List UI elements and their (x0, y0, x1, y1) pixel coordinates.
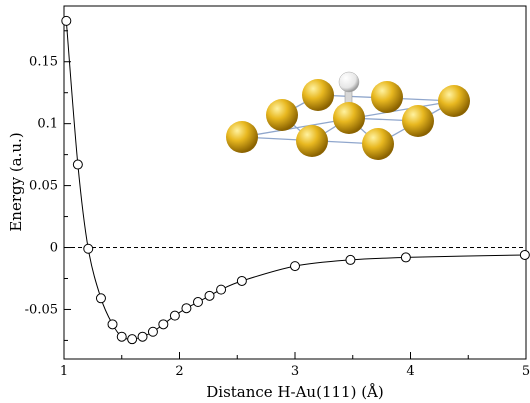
gold-atom (438, 85, 470, 117)
x-axis-ticks: 1 2 3 4 5 (60, 352, 530, 379)
y-axis-title: Energy (a.u.) (7, 132, 25, 231)
data-point (61, 15, 72, 26)
data-point (192, 297, 203, 308)
data-point (169, 310, 180, 321)
x-tick-label: 1 (60, 364, 68, 379)
data-point (519, 249, 530, 260)
hydrogen-atom (338, 71, 360, 93)
energy-series (61, 15, 530, 345)
gold-atom (302, 79, 334, 111)
data-point (290, 261, 300, 272)
data-point (158, 319, 169, 330)
x-tick-label: 2 (175, 364, 183, 379)
data-point (137, 331, 148, 342)
gold-atom (333, 102, 365, 134)
gold-atom (226, 121, 258, 153)
data-point (216, 284, 227, 295)
x-tick-label: 3 (291, 364, 299, 379)
gold-atom (371, 81, 403, 113)
y-tick-label: 0.05 (29, 179, 58, 194)
data-point (127, 334, 138, 345)
gold-atom (266, 99, 298, 131)
y-tick-label: -0.05 (25, 302, 58, 317)
data-point (204, 290, 215, 301)
data-point (147, 326, 158, 337)
series-line (65, 20, 525, 340)
data-point (116, 331, 127, 342)
gold-atom (362, 128, 394, 160)
data-point (236, 275, 247, 286)
data-point (83, 243, 94, 254)
gold-atom (296, 125, 328, 157)
hydrogen-on-gold-surface-icon (226, 71, 470, 160)
data-point (181, 303, 192, 314)
y-tick-label: 0.1 (37, 117, 58, 132)
data-point (107, 319, 118, 330)
plot-frame (63, 5, 527, 360)
data-point (95, 293, 106, 304)
y-tick-label: 0.15 (29, 55, 58, 70)
y-axis-ticks: -0.05 0 0.05 0.1 0.15 (25, 30, 71, 341)
gold-atom (402, 105, 434, 137)
x-tick-label: 4 (406, 364, 414, 379)
y-tick-label: 0 (50, 241, 58, 256)
data-point (400, 252, 411, 263)
x-tick-label: 5 (522, 364, 530, 379)
data-point (72, 159, 83, 170)
x-axis-title: Distance H-Au(111) (Å) (206, 383, 383, 401)
data-point (345, 254, 356, 265)
